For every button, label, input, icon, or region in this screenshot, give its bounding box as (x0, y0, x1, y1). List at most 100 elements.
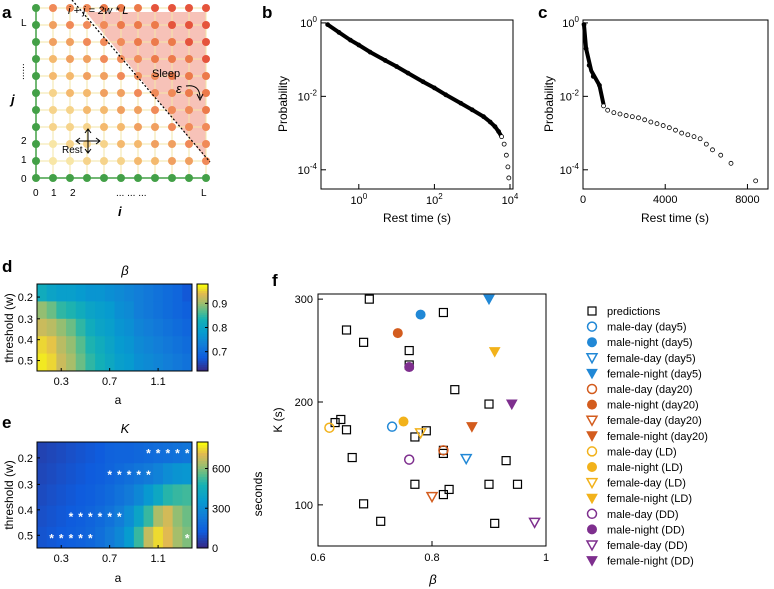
lattice-node (202, 21, 210, 29)
e-cell (143, 526, 154, 549)
a-xtick-0: 0 (33, 188, 39, 199)
lattice-node (185, 21, 193, 29)
e-cell (133, 463, 145, 485)
e-cbar-segment (197, 460, 208, 464)
a-ytick-2: 2 (21, 136, 27, 147)
lattice-node (100, 38, 108, 46)
e-cell (143, 484, 154, 507)
d-cell (143, 353, 154, 372)
lattice-node (66, 174, 74, 182)
f-prediction-point (347, 452, 357, 463)
e-cell (56, 484, 67, 507)
d-cell (95, 284, 106, 302)
lattice-node (202, 140, 210, 148)
panel-label-f: f (272, 271, 278, 290)
e-star-marker: * (146, 447, 151, 461)
d-cbar-segment (197, 364, 208, 368)
c-ylabel: Probability (542, 76, 556, 132)
d-cbar-segment (197, 284, 208, 287)
f-observed-point (466, 422, 478, 433)
e-cell (114, 526, 125, 549)
c-data-point (753, 178, 759, 184)
d-cell (124, 301, 135, 320)
c-ytick-label: 10-4 (560, 162, 580, 177)
f-prediction-point (501, 456, 511, 466)
f-legend-marker (586, 431, 598, 442)
c-xtick-label: 8000 (735, 194, 759, 206)
lattice-node (151, 123, 159, 131)
b-series (325, 22, 512, 181)
lattice-node (117, 21, 125, 29)
d-cell (37, 301, 48, 320)
f-legend-marker (586, 508, 598, 520)
e-star-marker: * (88, 510, 93, 524)
f-legend-label: female-night (day5) (607, 368, 702, 380)
b-data-point (432, 85, 437, 91)
e-cell (75, 505, 86, 528)
e-cbar-segment (197, 495, 208, 499)
e-ytick-label: 0.4 (18, 505, 33, 517)
f-legend-label: predictions (607, 306, 661, 318)
lattice-node (83, 38, 91, 46)
d-cells (37, 284, 193, 372)
d-cell (114, 301, 125, 320)
lattice-node (100, 174, 108, 182)
e-star-marker: * (88, 531, 93, 545)
e-cbar-segment (197, 537, 208, 541)
b-ytick-label: 10-2 (298, 88, 318, 103)
e-cell (124, 484, 135, 507)
d-cell (56, 353, 67, 372)
d-cell (133, 301, 145, 320)
e-cbar-segment (197, 449, 208, 454)
f-observed-point (403, 454, 415, 465)
e-cell (104, 526, 115, 549)
d-cbar-segment (197, 323, 208, 326)
d-cbar-segment (197, 320, 208, 324)
d-cbar-segment (197, 349, 208, 352)
f-prediction-point (410, 432, 420, 442)
e-cbar-segment (197, 457, 208, 462)
e-cbar-segment (197, 489, 208, 493)
e-cbar-segment (197, 516, 208, 520)
lattice-nodes (32, 4, 210, 182)
lattice-node (117, 55, 125, 63)
lattice-node (32, 106, 40, 114)
e-cbar-segment (197, 518, 208, 522)
e-star-marker: * (69, 510, 74, 524)
e-cbar-label: seconds (251, 472, 265, 517)
e-cell (66, 442, 77, 464)
e-cell (153, 463, 164, 485)
c-data-point (648, 119, 654, 125)
c-data-point (583, 46, 589, 51)
b-data-point (420, 79, 426, 85)
f-ylabel: K (s) (271, 407, 285, 432)
panel-label-e: e (2, 413, 11, 432)
f-observed-point (483, 294, 495, 306)
e-ticks: 0.2 0.3 0.4 0.5 0.3 0.7 1.1 (18, 453, 166, 565)
d-ticks: 0.2 0.3 0.4 0.5 0.3 0.7 1.1 (18, 292, 166, 388)
e-star-marker: * (165, 447, 170, 461)
lattice-node (49, 55, 57, 63)
f-prediction-point (341, 325, 352, 335)
lattice-node (49, 72, 57, 80)
d-cell (133, 318, 145, 337)
lattice-node (134, 38, 142, 46)
e-cell (46, 505, 57, 528)
e-xtick-label: 1.1 (150, 553, 165, 565)
lattice-node (117, 106, 125, 114)
d-cbar-segment (197, 290, 208, 294)
lattice-node (66, 21, 74, 29)
a-xtick-1: 1 (51, 188, 57, 199)
lattice-node (185, 4, 193, 12)
lattice-node (100, 21, 108, 29)
d-cell (172, 318, 183, 337)
lattice-node (134, 157, 142, 165)
f-observed-point (425, 491, 439, 504)
f-xtick-label: 1 (543, 552, 549, 564)
e-cbar-segment (197, 534, 208, 538)
f-legend-marker (586, 493, 598, 505)
d-cell (143, 336, 154, 355)
d-cell (153, 284, 164, 302)
d-colorbar: 0.7 0.8 0.9 (196, 283, 227, 372)
d-cell (85, 353, 96, 372)
